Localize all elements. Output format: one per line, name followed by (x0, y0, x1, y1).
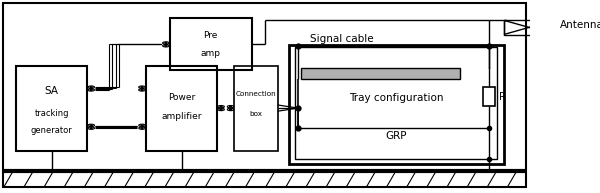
Circle shape (230, 109, 232, 110)
Text: R: R (499, 92, 506, 102)
Text: box: box (250, 111, 263, 117)
Bar (234, 66, 278, 151)
Circle shape (141, 125, 143, 126)
Text: Pre: Pre (203, 31, 218, 40)
Text: generator: generator (31, 126, 73, 135)
Circle shape (141, 87, 143, 88)
Text: amp: amp (201, 49, 221, 58)
Bar (483, 87, 494, 106)
Circle shape (220, 106, 222, 107)
Text: Connection: Connection (236, 91, 277, 97)
Text: amplifier: amplifier (161, 112, 202, 121)
Circle shape (90, 128, 92, 129)
Bar (301, 68, 460, 79)
Bar (295, 47, 497, 159)
Circle shape (141, 128, 143, 129)
Circle shape (220, 109, 222, 110)
Text: Tray configuration: Tray configuration (349, 93, 443, 103)
Text: tracking: tracking (34, 109, 69, 118)
Bar (170, 18, 252, 70)
Text: SA: SA (44, 86, 59, 96)
Circle shape (90, 125, 92, 126)
Circle shape (90, 87, 92, 88)
Circle shape (165, 45, 167, 46)
Text: GRP: GRP (385, 130, 407, 141)
Text: Signal cable: Signal cable (310, 34, 374, 44)
Text: Power: Power (168, 93, 195, 102)
Bar (146, 66, 217, 151)
Circle shape (230, 106, 232, 107)
Text: Antenna: Antenna (560, 20, 600, 30)
Bar (289, 45, 503, 164)
Bar (16, 66, 88, 151)
Bar (503, 20, 554, 35)
